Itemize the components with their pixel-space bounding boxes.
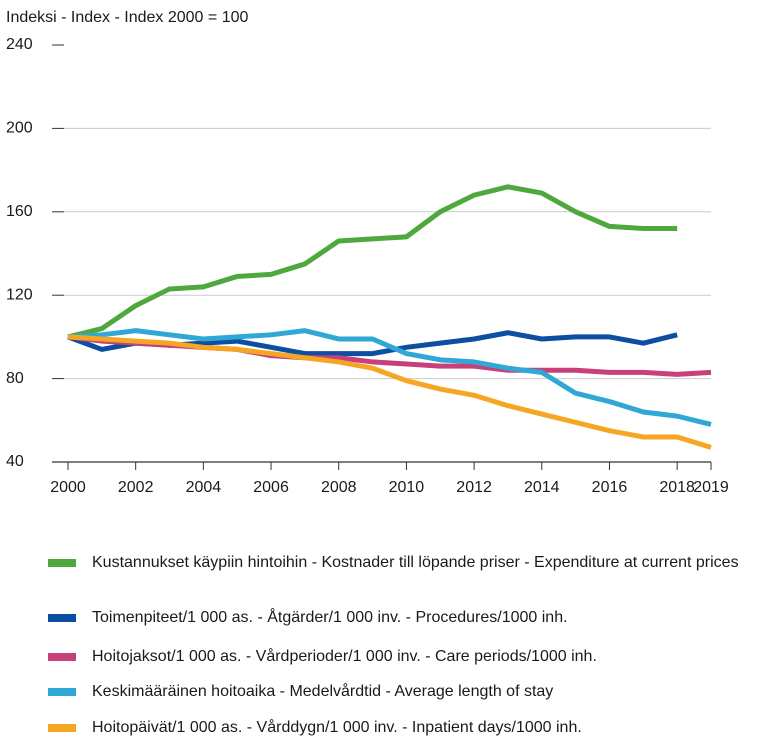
chart: Indeksi - Index - Index 2000 = 100 40 80 1… (6, 9, 729, 496)
y-tick-label: 80 (6, 370, 24, 387)
legend-label: Kustannukset käypiin hintoihin - Kostnad… (92, 554, 739, 571)
x-tick-label: 2010 (389, 479, 425, 496)
series-line (67, 184, 678, 340)
legend-label: Hoitojaksot/1 000 as. - Vårdperioder/1 0… (92, 648, 597, 665)
series-line (67, 334, 712, 450)
y-tick-label: 200 (6, 120, 33, 137)
legend-label: Hoitopäivät/1 000 as. - Vårddygn/1 000 i… (92, 719, 582, 736)
x-tick-label: 2006 (253, 479, 289, 496)
legend-swatch (48, 688, 76, 696)
x-tick-label: 2002 (118, 479, 154, 496)
legend-item: Hoitojaksot/1 000 as. - Vårdperioder/1 0… (48, 647, 742, 667)
x-tick-label: 2000 (50, 479, 86, 496)
legend-label: Keskimääräinen hoitoaika - Medelvårdtid … (92, 683, 554, 700)
x-tick-label: 2016 (592, 479, 628, 496)
legend-swatch (48, 559, 76, 567)
x-tick-label: 2014 (524, 479, 560, 496)
y-tick-label: 160 (6, 203, 33, 220)
legend-swatch (48, 724, 76, 732)
legend-item: Keskimääräinen hoitoaika - Medelvårdtid … (48, 682, 742, 702)
legend-item: Hoitopäivät/1 000 as. - Vårddygn/1 000 i… (48, 718, 742, 738)
y-tick-label: 240 (6, 36, 33, 53)
x-tick-label: 2008 (321, 479, 357, 496)
x-tick-label: 2019 (693, 479, 729, 496)
x-tick-label: 2012 (456, 479, 492, 496)
y-tick-label: 120 (6, 286, 33, 303)
series-line (67, 328, 712, 427)
legend-swatch (48, 614, 76, 622)
y-tick-label: 40 (6, 453, 24, 470)
legend-swatch (48, 653, 76, 661)
x-tick-label: 2004 (186, 479, 222, 496)
y-axis-title: Indeksi - Index - Index 2000 = 100 (6, 9, 248, 26)
x-tick-label: 2018 (659, 479, 695, 496)
legend-item: Toimenpiteet/1 000 as. - Åtgärder/1 000 … (48, 608, 742, 628)
legend-label: Toimenpiteet/1 000 as. - Åtgärder/1 000 … (92, 609, 568, 626)
legend-item: Kustannukset käypiin hintoihin - Kostnad… (48, 553, 742, 573)
